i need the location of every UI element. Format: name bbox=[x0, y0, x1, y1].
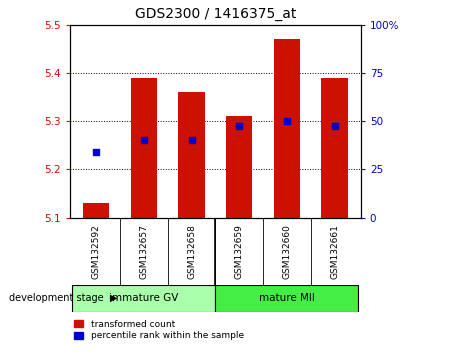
Point bbox=[140, 137, 147, 142]
Text: GSM132661: GSM132661 bbox=[330, 224, 339, 279]
Bar bbox=[216, 285, 359, 312]
Bar bbox=[131, 78, 157, 218]
Legend: transformed count, percentile rank within the sample: transformed count, percentile rank withi… bbox=[74, 320, 244, 340]
Text: immature GV: immature GV bbox=[109, 293, 179, 303]
Bar bbox=[72, 285, 216, 312]
Text: GSM132660: GSM132660 bbox=[282, 224, 291, 279]
Point bbox=[331, 123, 338, 129]
Point bbox=[188, 137, 195, 143]
Text: development stage  ▶: development stage ▶ bbox=[9, 293, 117, 303]
Text: GSM132659: GSM132659 bbox=[235, 224, 244, 279]
Text: GSM132657: GSM132657 bbox=[139, 224, 148, 279]
Text: mature MII: mature MII bbox=[259, 293, 315, 303]
Text: GSM132658: GSM132658 bbox=[187, 224, 196, 279]
Bar bbox=[83, 203, 109, 218]
Point bbox=[92, 149, 100, 154]
Point bbox=[283, 118, 290, 124]
Bar bbox=[274, 39, 300, 218]
Title: GDS2300 / 1416375_at: GDS2300 / 1416375_at bbox=[135, 7, 296, 21]
Bar bbox=[322, 78, 348, 218]
Point bbox=[235, 123, 243, 129]
Text: GSM132592: GSM132592 bbox=[92, 224, 101, 279]
Bar bbox=[226, 116, 252, 218]
Bar bbox=[179, 92, 205, 218]
